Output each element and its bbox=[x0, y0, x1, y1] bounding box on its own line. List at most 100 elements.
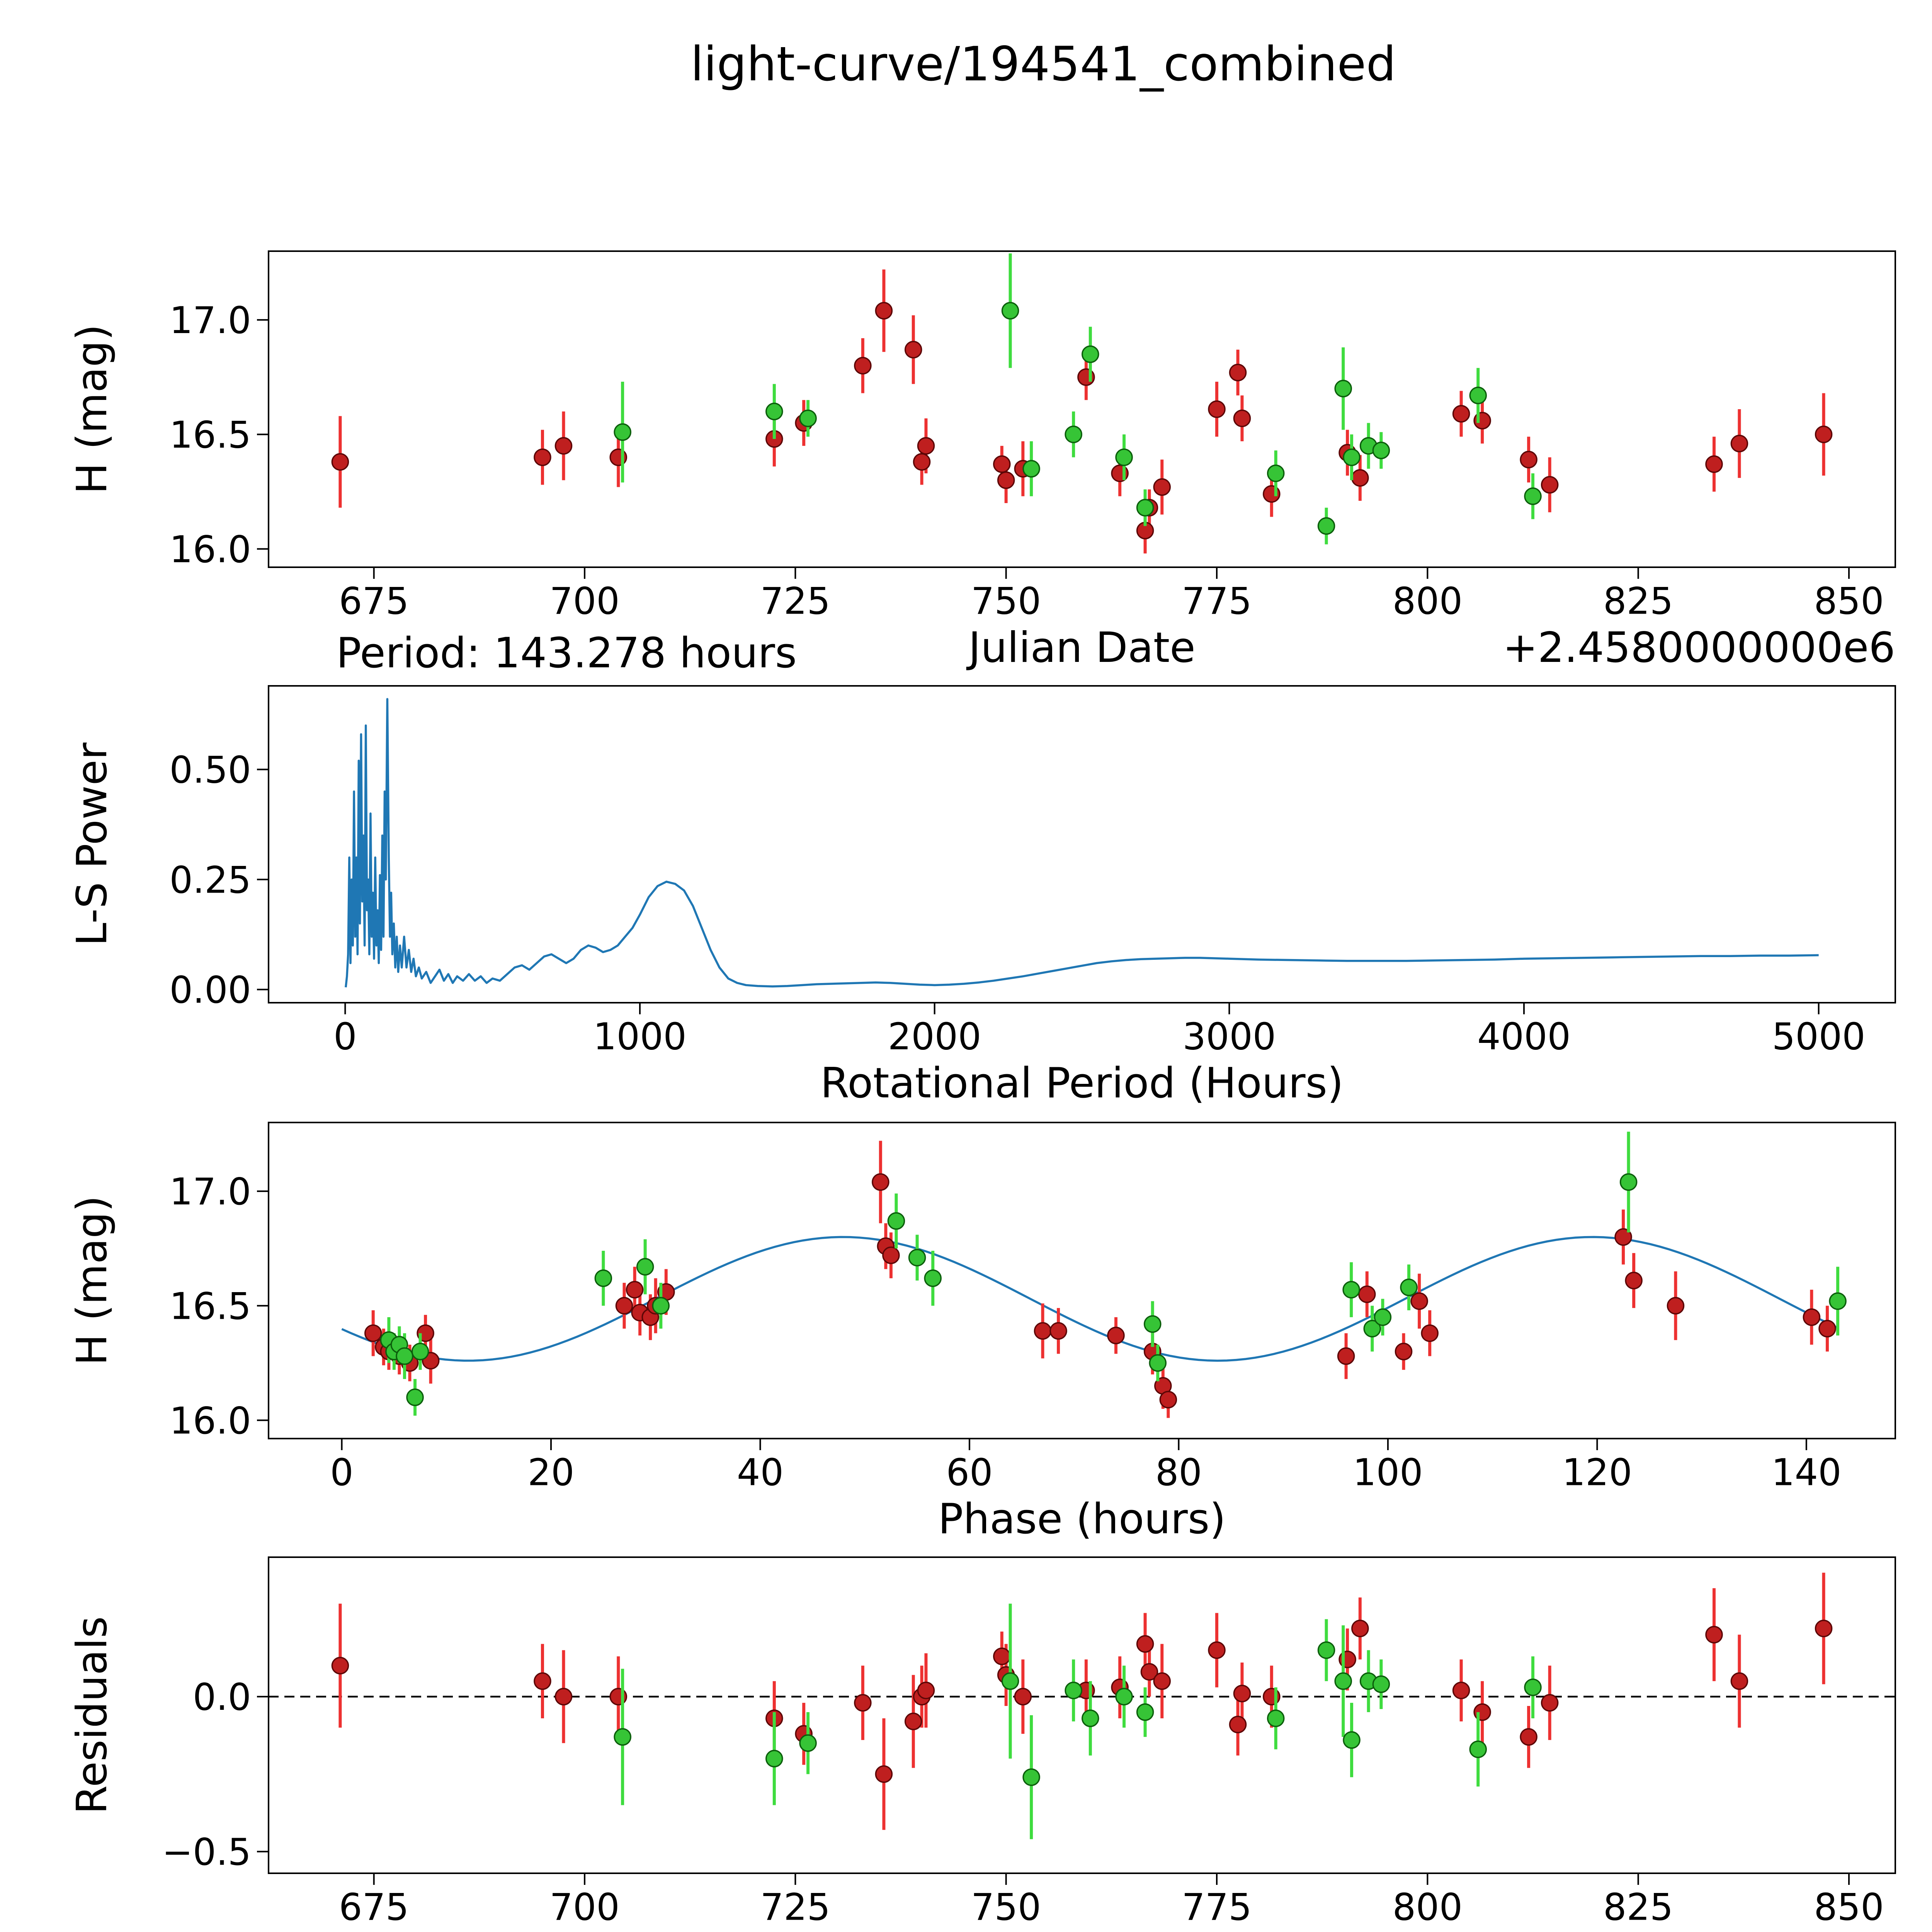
data-point bbox=[1337, 1347, 1355, 1365]
x-tick-label: 60 bbox=[946, 1451, 993, 1494]
data-point bbox=[1065, 425, 1082, 443]
x-tick-label: 140 bbox=[1771, 1451, 1841, 1494]
data-point bbox=[1149, 1354, 1167, 1372]
data-point bbox=[554, 437, 573, 455]
data-point bbox=[917, 437, 935, 455]
data-point bbox=[1815, 425, 1833, 443]
data-point bbox=[1452, 405, 1470, 423]
data-point bbox=[1818, 1320, 1836, 1338]
data-point bbox=[396, 1347, 413, 1365]
data-point bbox=[1334, 379, 1352, 398]
data-point bbox=[765, 403, 783, 420]
data-point bbox=[904, 341, 922, 359]
data-point bbox=[854, 1694, 872, 1712]
data-point bbox=[1115, 1688, 1133, 1706]
y-axis-label-residuals: Residuals bbox=[68, 1616, 116, 1814]
data-point bbox=[1343, 448, 1361, 466]
data-point bbox=[1524, 487, 1542, 505]
data-point bbox=[1136, 1703, 1154, 1721]
panel-phase-folded: 0 20 40 60 80 100 120 140 16.0 16.5 17.0 Phase (hou… bbox=[68, 1122, 1896, 1543]
y-tick-label: 0.25 bbox=[169, 859, 251, 901]
data-point bbox=[875, 1765, 893, 1783]
x-tick-label: 750 bbox=[971, 1886, 1041, 1929]
data-point bbox=[1614, 1228, 1632, 1246]
x-tick-label: 0 bbox=[330, 1451, 353, 1494]
x-tick-label: 850 bbox=[1814, 1886, 1884, 1929]
x-axis-label-residuals: Julian Date bbox=[966, 1930, 1195, 1932]
axes-frame bbox=[268, 1122, 1896, 1439]
y-tick-label: 0.50 bbox=[169, 749, 251, 792]
data-point bbox=[872, 1173, 889, 1191]
data-point bbox=[534, 448, 551, 466]
data-point bbox=[1001, 1672, 1019, 1690]
data-point bbox=[1267, 1709, 1285, 1727]
y-tick-label: 16.5 bbox=[169, 1285, 251, 1328]
data-point bbox=[1351, 1619, 1369, 1638]
y-axis-phase-folded: 16.0 16.5 17.0 bbox=[169, 1171, 269, 1442]
panel-title-periodogram: Period: 143.278 hours bbox=[336, 629, 797, 677]
data-point bbox=[1107, 1327, 1125, 1345]
data-point bbox=[1208, 400, 1226, 418]
x-tick-label: 40 bbox=[737, 1451, 784, 1494]
x-axis-label-lightcurve-jd: Julian Date bbox=[966, 624, 1195, 672]
y-tick-label: 0.0 bbox=[193, 1676, 251, 1719]
data-point bbox=[364, 1324, 382, 1342]
data-point bbox=[331, 1656, 349, 1675]
y-axis-periodogram: 0.00 0.25 0.50 bbox=[169, 749, 269, 1012]
data-point bbox=[594, 1269, 612, 1287]
x-tick-label: 800 bbox=[1393, 580, 1463, 622]
data-point bbox=[1034, 1322, 1052, 1340]
panel-lightcurve-jd: 675 700 725 750 775 800 825 850 16.0 16.5 17.0 Juli… bbox=[68, 250, 1896, 672]
data-point bbox=[1317, 517, 1335, 535]
data-point bbox=[615, 1297, 633, 1315]
data-point bbox=[1014, 1688, 1032, 1706]
data-point bbox=[1208, 1641, 1226, 1659]
x-tick-label: 120 bbox=[1562, 1451, 1632, 1494]
data-point bbox=[1082, 345, 1099, 363]
data-point bbox=[411, 1343, 429, 1361]
data-point bbox=[854, 357, 872, 375]
data-point bbox=[1815, 1619, 1833, 1638]
data-point bbox=[997, 471, 1015, 489]
plot-area-periodogram bbox=[345, 698, 1819, 988]
data-point bbox=[1115, 448, 1133, 466]
y-axis-lightcurve-jd: 16.0 16.5 17.0 bbox=[169, 299, 269, 571]
y-axis-residuals: −0.5 0.0 bbox=[162, 1676, 269, 1874]
data-point bbox=[1421, 1324, 1439, 1342]
x-tick-label: 20 bbox=[528, 1451, 575, 1494]
series-ls-power bbox=[345, 698, 1819, 988]
axes-frame bbox=[268, 250, 1896, 568]
plot-area-lightcurve-jd bbox=[331, 253, 1833, 554]
data-point bbox=[1469, 386, 1487, 405]
data-point bbox=[1136, 1635, 1154, 1653]
data-point bbox=[1730, 435, 1748, 452]
data-point bbox=[1159, 1391, 1177, 1408]
data-point bbox=[1343, 1731, 1361, 1749]
x-axis-label-phase-folded: Phase (hours) bbox=[938, 1495, 1226, 1543]
data-point bbox=[1351, 469, 1369, 487]
data-point bbox=[1334, 1672, 1352, 1690]
data-point bbox=[1541, 1694, 1559, 1712]
data-point bbox=[1520, 451, 1537, 469]
data-point bbox=[406, 1388, 424, 1406]
y-tick-label: 16.0 bbox=[169, 529, 251, 571]
y-tick-label: 17.0 bbox=[169, 299, 251, 342]
x-axis-label-periodogram: Rotational Period (Hours) bbox=[820, 1059, 1344, 1107]
data-point bbox=[1410, 1292, 1428, 1310]
data-point bbox=[1317, 1641, 1335, 1659]
data-point bbox=[1705, 1626, 1723, 1644]
data-point bbox=[887, 1212, 905, 1230]
y-axis-label-periodogram: L-S Power bbox=[68, 742, 116, 946]
data-point bbox=[331, 453, 349, 471]
x-tick-label: 4000 bbox=[1477, 1015, 1571, 1058]
x-tick-label: 725 bbox=[760, 1886, 830, 1929]
data-point bbox=[1452, 1682, 1470, 1699]
x-axis-lightcurve-jd: 675 700 725 750 775 800 825 850 bbox=[339, 567, 1884, 622]
x-tick-label: 750 bbox=[971, 580, 1041, 622]
data-point bbox=[1233, 409, 1251, 427]
data-point bbox=[1829, 1292, 1847, 1310]
data-point bbox=[1625, 1272, 1643, 1289]
data-point bbox=[904, 1713, 922, 1730]
data-point bbox=[1520, 1728, 1537, 1746]
panel-residuals: 675 700 725 750 775 800 825 850 −0.5 0.0 Julian Da… bbox=[68, 1556, 1896, 1932]
